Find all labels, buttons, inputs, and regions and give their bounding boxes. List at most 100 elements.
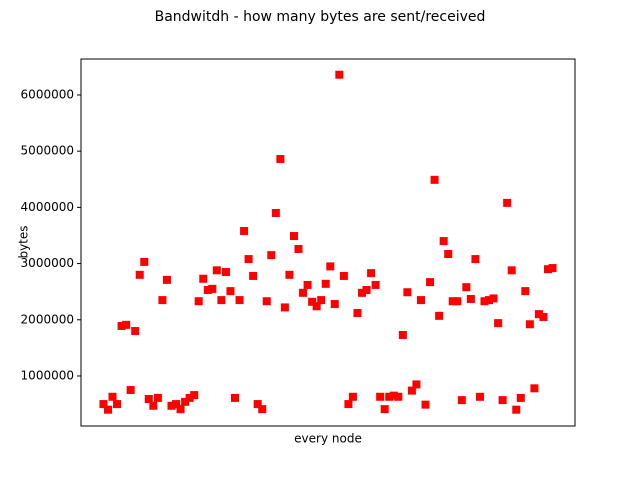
point bbox=[521, 287, 530, 296]
point bbox=[221, 268, 230, 277]
point bbox=[321, 279, 330, 288]
point bbox=[462, 283, 471, 292]
point bbox=[181, 397, 190, 406]
point bbox=[235, 296, 244, 305]
point bbox=[335, 70, 344, 79]
point bbox=[426, 278, 435, 287]
point bbox=[194, 297, 203, 306]
plot-frame bbox=[80, 58, 576, 427]
point bbox=[108, 392, 117, 401]
point bbox=[149, 401, 158, 410]
point bbox=[167, 401, 176, 410]
point bbox=[516, 393, 525, 402]
point bbox=[253, 400, 262, 409]
point bbox=[407, 386, 416, 395]
point bbox=[326, 262, 335, 271]
point bbox=[99, 400, 108, 409]
point bbox=[494, 319, 503, 328]
point bbox=[534, 310, 543, 319]
point bbox=[158, 296, 167, 305]
point bbox=[308, 297, 317, 306]
point bbox=[448, 297, 457, 306]
point bbox=[435, 311, 444, 320]
point bbox=[353, 309, 362, 318]
point bbox=[430, 175, 439, 184]
point bbox=[444, 250, 453, 259]
point bbox=[285, 270, 294, 279]
point bbox=[457, 396, 466, 405]
y-tick-label: 5000000 bbox=[21, 144, 74, 158]
point bbox=[289, 232, 298, 241]
point bbox=[358, 288, 367, 297]
point bbox=[548, 264, 557, 273]
point bbox=[249, 271, 258, 280]
point bbox=[217, 296, 226, 305]
point bbox=[244, 255, 253, 264]
point bbox=[303, 280, 312, 289]
point bbox=[162, 275, 171, 284]
point bbox=[471, 255, 480, 264]
y-axis-label: bytes bbox=[17, 225, 31, 258]
point bbox=[376, 392, 385, 401]
point bbox=[226, 287, 235, 296]
point bbox=[525, 320, 534, 329]
point bbox=[475, 392, 484, 401]
point bbox=[362, 285, 371, 294]
point bbox=[140, 257, 149, 266]
point bbox=[530, 384, 539, 393]
point bbox=[144, 395, 153, 404]
point bbox=[176, 405, 185, 414]
point bbox=[498, 396, 507, 405]
point bbox=[330, 300, 339, 309]
y-tick-label: 1000000 bbox=[21, 368, 74, 382]
point bbox=[403, 288, 412, 297]
point bbox=[412, 380, 421, 389]
point bbox=[348, 392, 357, 401]
chart-title: Bandwitdh - how many bytes are sent/rece… bbox=[155, 9, 486, 25]
point bbox=[113, 400, 122, 409]
point bbox=[299, 288, 308, 297]
point bbox=[512, 405, 521, 414]
y-tick-label: 2000000 bbox=[21, 312, 74, 326]
point bbox=[489, 294, 498, 303]
point bbox=[199, 274, 208, 283]
point bbox=[544, 265, 553, 274]
point bbox=[416, 296, 425, 305]
point bbox=[344, 400, 353, 409]
x-axis-label: every node bbox=[294, 432, 362, 446]
point bbox=[294, 244, 303, 253]
y-tick-label: 4000000 bbox=[21, 200, 74, 214]
point bbox=[439, 237, 448, 246]
point bbox=[258, 405, 267, 414]
point bbox=[267, 251, 276, 260]
point bbox=[507, 266, 516, 275]
point bbox=[317, 296, 326, 305]
point bbox=[208, 284, 217, 293]
point bbox=[212, 266, 221, 275]
point bbox=[380, 405, 389, 414]
point bbox=[480, 297, 489, 306]
point bbox=[271, 208, 280, 217]
point bbox=[453, 297, 462, 306]
point bbox=[122, 320, 131, 329]
y-tick-label: 6000000 bbox=[21, 87, 74, 101]
point bbox=[385, 392, 394, 401]
point bbox=[339, 271, 348, 280]
point bbox=[280, 303, 289, 312]
y-tick-label: 3000000 bbox=[21, 256, 74, 270]
point bbox=[240, 226, 249, 235]
point bbox=[203, 285, 212, 294]
point bbox=[262, 297, 271, 306]
point bbox=[312, 302, 321, 311]
point bbox=[131, 327, 140, 336]
point bbox=[231, 393, 240, 402]
point bbox=[421, 400, 430, 409]
point bbox=[190, 391, 199, 400]
point bbox=[126, 386, 135, 395]
point bbox=[485, 296, 494, 305]
point bbox=[389, 391, 398, 400]
point bbox=[398, 330, 407, 339]
point bbox=[103, 405, 112, 414]
